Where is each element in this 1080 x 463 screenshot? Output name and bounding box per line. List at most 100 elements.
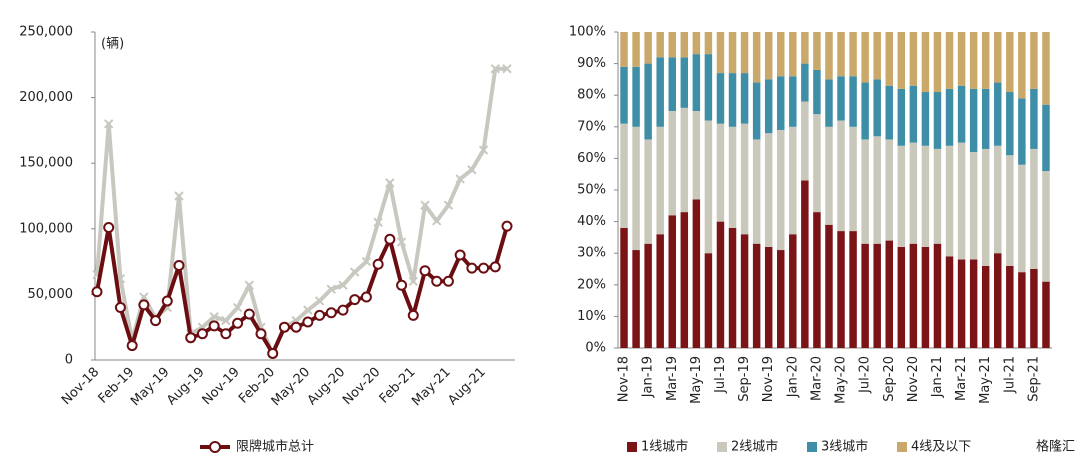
- bar-segment: [656, 126, 664, 235]
- bar-segment: [789, 126, 797, 235]
- bar-segment: [656, 57, 664, 127]
- x-tick-label: Aug-21: [445, 365, 489, 409]
- bar-segment: [716, 32, 725, 74]
- point: [372, 258, 384, 270]
- bar-segment: [981, 265, 990, 348]
- point: [442, 275, 454, 287]
- bar-segment: [909, 243, 918, 348]
- x-tick-label: Nov-18: [617, 356, 632, 402]
- x-tick-label: Jul-21: [1002, 356, 1017, 394]
- bar-segment: [1030, 148, 1038, 269]
- bar-segment: [764, 246, 773, 348]
- bar-segment: [897, 145, 906, 247]
- point: [478, 145, 489, 155]
- y-tick-label: 30%: [577, 246, 606, 261]
- x-tick-label: Mar-20: [809, 356, 824, 401]
- bar-segment: [897, 88, 906, 146]
- bar-segment: [668, 215, 676, 348]
- y-tick-label: 80%: [577, 88, 606, 103]
- point: [196, 328, 208, 340]
- point: [314, 309, 326, 321]
- bar-segment: [921, 246, 930, 348]
- bar-segment: [801, 32, 809, 64]
- point: [385, 178, 395, 188]
- bar-segment: [716, 73, 725, 124]
- bar-segment: [861, 139, 869, 244]
- legend-swatch: [897, 442, 907, 452]
- point: [455, 174, 465, 184]
- bar-segment: [873, 243, 881, 348]
- bar-segment: [728, 227, 737, 348]
- x-tick-label: Nov-20: [340, 365, 383, 408]
- x-tick-label: May-20: [834, 356, 849, 404]
- bar-segment: [752, 139, 761, 244]
- bar-segment: [813, 69, 821, 115]
- point: [337, 304, 349, 316]
- point: [396, 237, 407, 247]
- point: [489, 261, 501, 273]
- bar-segment: [945, 32, 954, 89]
- bar-segment: [981, 148, 990, 266]
- bar-segment: [885, 32, 893, 86]
- x-tick-label: May-19: [128, 365, 172, 409]
- point: [501, 220, 513, 232]
- bar-segment: [789, 32, 797, 77]
- x-tick-label: Jan-20: [785, 356, 800, 398]
- series-line: [95, 225, 509, 356]
- bar-segment: [704, 120, 713, 254]
- bar-segment: [656, 32, 664, 58]
- point: [174, 191, 184, 201]
- point: [373, 217, 383, 227]
- bar-segment: [1042, 171, 1050, 282]
- point: [232, 302, 243, 313]
- bar-segment: [740, 123, 749, 235]
- y-tick-label: 60%: [577, 151, 606, 166]
- bar-segment: [994, 253, 1002, 348]
- bar-segment: [716, 221, 725, 348]
- bar-segment: [692, 54, 701, 111]
- point: [349, 294, 361, 306]
- annotation: (辆): [101, 37, 124, 52]
- legend-label: 4线及以下: [911, 440, 971, 455]
- point: [420, 200, 430, 210]
- y-tick-label: 50%: [577, 183, 606, 198]
- bar-segment: [1006, 265, 1014, 348]
- point: [314, 296, 325, 306]
- point: [104, 119, 114, 129]
- x-tick-label: May-20: [269, 365, 313, 409]
- x-tick-label: Sep-21: [1026, 356, 1041, 402]
- bar-segment: [752, 243, 761, 348]
- bar-segment: [909, 142, 918, 244]
- bar-segment: [764, 32, 773, 80]
- bar-segment: [825, 79, 833, 127]
- x-tick-label: Nov-19: [761, 356, 776, 402]
- bar-segment: [885, 139, 893, 241]
- y-tick-label: 50,000: [28, 287, 74, 302]
- bar-segment: [861, 243, 869, 348]
- point: [303, 305, 313, 315]
- bar-segment: [813, 32, 821, 70]
- bar-segment: [885, 85, 893, 140]
- legend-label: 2线城市: [731, 439, 778, 455]
- bar-segment: [849, 32, 857, 77]
- point: [255, 328, 267, 340]
- y-tick-label: 0: [65, 353, 73, 368]
- bar-segment: [1042, 104, 1050, 172]
- point: [220, 328, 232, 340]
- bar-segment: [680, 107, 689, 213]
- y-tick-label: 100,000: [19, 221, 73, 236]
- bar-segment: [644, 32, 652, 64]
- bar-segment: [801, 101, 809, 181]
- y-tick-label: 100%: [569, 25, 606, 40]
- bar-segment: [1006, 92, 1014, 156]
- point: [396, 279, 408, 291]
- x-tick-label: Nov-18: [59, 365, 102, 408]
- bar-segment: [945, 88, 954, 146]
- x-tick-label: Mar-21: [954, 356, 969, 401]
- bar-segment: [1042, 32, 1050, 105]
- bar-segment: [704, 253, 713, 348]
- bar-segment: [849, 231, 857, 348]
- point: [338, 280, 348, 290]
- x-tick-label: Jan-19: [641, 356, 656, 398]
- bar-segment: [873, 32, 881, 80]
